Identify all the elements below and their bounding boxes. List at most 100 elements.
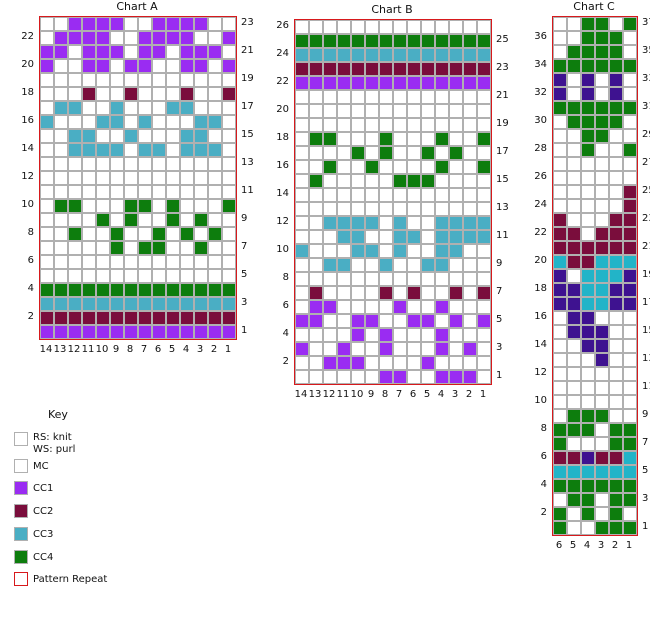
- stitch-cell: [166, 311, 180, 325]
- stitch-cell: [595, 409, 609, 423]
- stitch-cell: [82, 101, 96, 115]
- row-number: 12: [534, 367, 547, 378]
- stitch-cell: [421, 90, 435, 104]
- stitch-cell: [110, 101, 124, 115]
- stitch-cell: [82, 255, 96, 269]
- column-number: 14: [39, 344, 53, 355]
- stitch-cell: [152, 129, 166, 143]
- stitch-cell: [609, 157, 623, 171]
- chart-b: Chart B 26 25 24 23 22 21 20 19 18 17 16 15 14 13 12 11…: [272, 3, 528, 407]
- stitch-cell: [421, 76, 435, 90]
- stitch-cell: [463, 314, 477, 328]
- column-number: 11: [336, 389, 350, 400]
- stitch-cell: [351, 328, 365, 342]
- stitch-cell: [365, 300, 379, 314]
- stitch-cell: [82, 241, 96, 255]
- row-number: 5: [496, 314, 503, 325]
- stitch-cell: [138, 31, 152, 45]
- stitch-cell: [407, 300, 421, 314]
- stitch-cell: [351, 370, 365, 384]
- stitch-cell: [567, 17, 581, 31]
- stitch-cell: [110, 17, 124, 31]
- stitch-cell: [567, 479, 581, 493]
- stitch-cell: [553, 101, 567, 115]
- stitch-cell: [138, 171, 152, 185]
- stitch-cell: [623, 171, 637, 185]
- stitch-cell: [351, 300, 365, 314]
- stitch-cell: [435, 174, 449, 188]
- stitch-cell: [208, 171, 222, 185]
- stitch-cell: [567, 213, 581, 227]
- row-number: 14: [21, 143, 34, 154]
- column-number: 9: [112, 344, 120, 355]
- stitch-cell: [553, 157, 567, 171]
- stitch-cell: [449, 244, 463, 258]
- stitch-cell: [222, 143, 236, 157]
- stitch-cell: [323, 146, 337, 160]
- stitch-cell: [581, 283, 595, 297]
- row-number: 17: [241, 101, 254, 112]
- stitch-cell: [567, 227, 581, 241]
- stitch-cell: [337, 20, 351, 34]
- row-number: 11: [642, 381, 650, 392]
- stitch-cell: [567, 255, 581, 269]
- stitch-cell: [623, 87, 637, 101]
- stitch-cell: [407, 132, 421, 146]
- stitch-cell: [166, 171, 180, 185]
- stitch-cell: [124, 199, 138, 213]
- stitch-cell: [166, 213, 180, 227]
- stitch-cell: [609, 101, 623, 115]
- stitch-cell: [407, 314, 421, 328]
- stitch-cell: [208, 87, 222, 101]
- stitch-cell: [477, 188, 491, 202]
- stitch-cell: [351, 90, 365, 104]
- stitch-cell: [623, 353, 637, 367]
- stitch-cell: [435, 146, 449, 160]
- stitch-cell: [180, 45, 194, 59]
- stitch-cell: [337, 118, 351, 132]
- stitch-cell: [407, 104, 421, 118]
- stitch-cell: [435, 118, 449, 132]
- stitch-cell: [477, 202, 491, 216]
- key-swatch-cc3: [14, 527, 28, 541]
- stitch-cell: [379, 90, 393, 104]
- stitch-cell: [567, 157, 581, 171]
- stitch-cell: [449, 34, 463, 48]
- stitch-cell: [567, 143, 581, 157]
- stitch-cell: [581, 437, 595, 451]
- stitch-cell: [194, 325, 208, 339]
- stitch-cell: [449, 314, 463, 328]
- stitch-cell: [477, 356, 491, 370]
- stitch-cell: [463, 118, 477, 132]
- stitch-cell: [623, 115, 637, 129]
- stitch-cell: [222, 101, 236, 115]
- row-number: 19: [496, 118, 509, 129]
- stitch-cell: [68, 269, 82, 283]
- stitch-cell: [351, 62, 365, 76]
- stitch-cell: [595, 269, 609, 283]
- stitch-cell: [421, 328, 435, 342]
- stitch-cell: [96, 227, 110, 241]
- stitch-cell: [609, 409, 623, 423]
- stitch-cell: [623, 143, 637, 157]
- stitch-cell: [194, 115, 208, 129]
- stitch-cell: [124, 227, 138, 241]
- stitch-cell: [351, 118, 365, 132]
- stitch-cell: [379, 174, 393, 188]
- stitch-cell: [379, 272, 393, 286]
- stitch-cell: [138, 255, 152, 269]
- stitch-cell: [477, 118, 491, 132]
- stitch-cell: [477, 272, 491, 286]
- column-number: 12: [67, 344, 81, 355]
- stitch-cell: [82, 157, 96, 171]
- column-number: 5: [569, 540, 577, 551]
- stitch-cell: [365, 62, 379, 76]
- stitch-cell: [623, 241, 637, 255]
- stitch-cell: [567, 521, 581, 535]
- key-label-purl: WS: purl: [33, 444, 76, 455]
- stitch-cell: [309, 90, 323, 104]
- stitch-cell: [295, 356, 309, 370]
- stitch-cell: [138, 213, 152, 227]
- row-number: 30: [534, 115, 547, 126]
- stitch-cell: [581, 353, 595, 367]
